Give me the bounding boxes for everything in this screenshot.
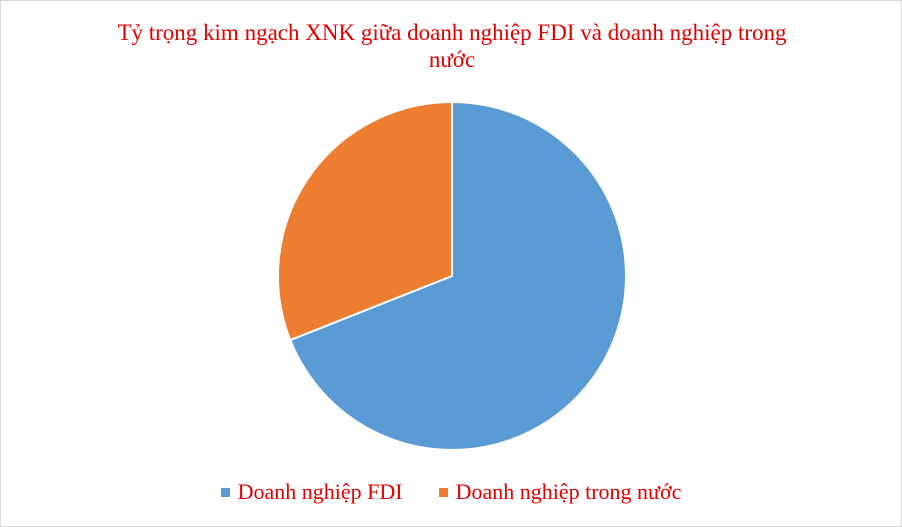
legend-swatch xyxy=(438,487,448,497)
legend-swatch xyxy=(220,487,230,497)
pie-slice xyxy=(277,100,453,342)
pie-area xyxy=(277,100,627,451)
chart-title: Tỷ trọng kim ngạch XNK giữa doanh nghiệp… xyxy=(117,20,787,72)
legend-item: Doanh nghiệp trong nước xyxy=(438,479,682,505)
pie-slice xyxy=(288,100,627,451)
legend-label: Doanh nghiệp FDI xyxy=(237,479,403,504)
legend-label: Doanh nghiệp trong nước xyxy=(455,479,682,504)
legend-item: Doanh nghiệp FDI xyxy=(220,479,403,505)
legend: Doanh nghiệp FDI Doanh nghiệp trong nước xyxy=(1,479,901,505)
